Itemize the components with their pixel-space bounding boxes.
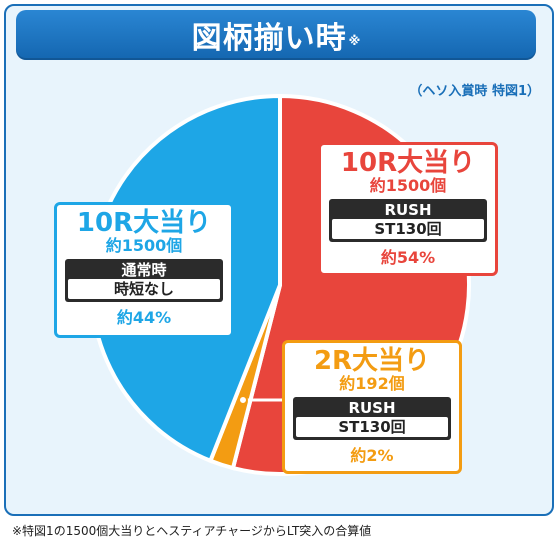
slice-sub: 約192個 <box>339 374 405 393</box>
slice-sub: 約1500個 <box>105 236 183 255</box>
mode-bottom: 時短なし <box>68 279 220 299</box>
title-footnote-mark: ※ <box>348 34 361 48</box>
mode-box: 通常時 時短なし <box>65 259 223 302</box>
mode-box: RUSH ST130回 <box>293 397 451 440</box>
slice-label: 10R大当り <box>76 208 212 238</box>
leader-dot <box>238 395 248 405</box>
footnote: ※特図1の1500個大当りとヘスティアチャージからLT突入の合算値 <box>12 524 372 538</box>
slice-card-10r-rush: 10R大当り 約1500個 RUSH ST130回 約54% <box>318 142 498 276</box>
slice-label: 10R大当り <box>340 148 476 178</box>
page-title: 図柄揃い時 <box>191 21 347 56</box>
mode-bottom: ST130回 <box>332 219 484 239</box>
slice-value-label: 約2% <box>350 446 394 465</box>
slice-value-label: 約44% <box>116 308 172 327</box>
title-bar: 図柄揃い時 ※ <box>16 10 536 60</box>
slice-sub: 約1500個 <box>369 176 447 195</box>
condition-note: （ヘソ入賞時 特図1） <box>409 84 540 99</box>
mode-box: RUSH ST130回 <box>329 199 487 242</box>
mode-top: RUSH <box>384 201 432 219</box>
slice-card-2r-rush: 2R大当り 約192個 RUSH ST130回 約2% <box>282 340 462 474</box>
slice-card-10r-normal: 10R大当り 約1500個 通常時 時短なし 約44% <box>54 202 234 338</box>
mode-top: 通常時 <box>121 261 167 279</box>
mode-top: RUSH <box>348 399 396 417</box>
slice-label: 2R大当り <box>313 346 431 376</box>
mode-bottom: ST130回 <box>296 417 448 437</box>
slice-value-label: 約54% <box>380 248 436 267</box>
